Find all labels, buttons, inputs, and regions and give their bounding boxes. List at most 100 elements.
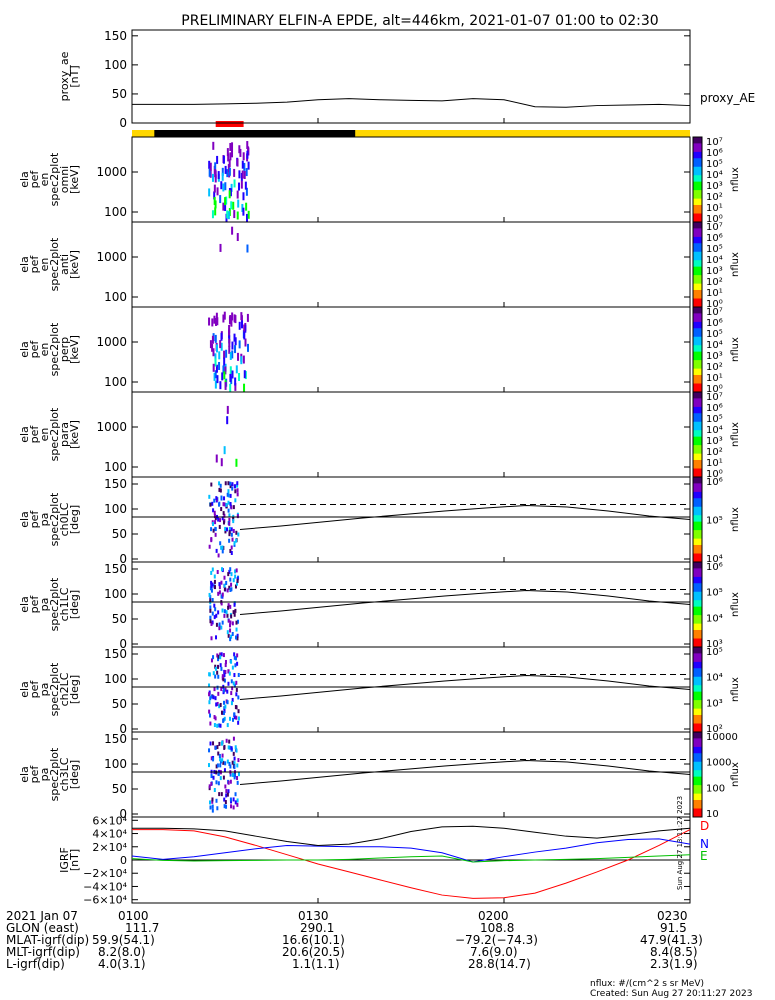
pa_ch3-colorbar-cell — [693, 791, 702, 795]
pa_ch3-spectro-pixel — [217, 751, 220, 756]
pa_ch2-colorbar-cell — [693, 719, 702, 722]
pa_ch1-colorbar-cell — [693, 574, 702, 578]
footer-val-glon-1: 290.1 — [300, 921, 335, 935]
spec_perp-colorbar-cell — [693, 307, 702, 310]
spec_perp-colorbar-cell — [693, 341, 702, 344]
spec_perp-colorbar-cell — [693, 366, 702, 370]
pa_ch3-spectro-pixel — [215, 780, 218, 785]
state-bar-black — [154, 130, 356, 137]
pa_ch0-colorbar-cell — [693, 538, 702, 542]
spec_omni-ytick-label-1: 1000 — [96, 165, 127, 179]
pa_ch3-spectro-pixel — [210, 774, 213, 779]
spec_anti-colorbar-cell — [693, 253, 702, 257]
pa_ch3-spectro-pixel — [229, 772, 232, 777]
pa_ch3-spectro-pixel — [230, 746, 233, 751]
pa_ch3-spectro-pixel — [229, 764, 232, 769]
spec_para-colorbar-cell — [693, 438, 702, 442]
pa_ch2-spectro-pixel — [236, 661, 239, 666]
spec_para-colorbar-label: nflux — [730, 422, 741, 447]
pa_ch0-colorbar-cell — [693, 555, 702, 559]
pa_ch1-spectro-pixel — [227, 618, 230, 623]
spec_omni-spectro-pixel — [229, 142, 232, 151]
pa_ch0-spectro-pixel — [227, 500, 230, 505]
pa_ch3-spectro-pixel — [209, 741, 212, 746]
pa_ch2-colorbar-cell — [693, 704, 702, 707]
spec_omni-spectro-pixel — [222, 202, 225, 211]
pa_ch0-spectro-pixel — [217, 553, 220, 558]
pa_ch2-ytick-label-0: 0 — [119, 722, 127, 736]
pa_ch3-spectro-pixel — [231, 772, 234, 777]
spec_para-colorbar-cell — [693, 415, 702, 418]
spec_omni-spectro-pixel — [228, 190, 231, 199]
pa_ch1-colorbar-label: nflux — [730, 592, 741, 617]
pa_ch0-spectro-pixel — [213, 498, 216, 503]
spec_omni-spectro-pixel — [227, 164, 230, 173]
pa_ch3-colorbar-cell — [693, 749, 702, 752]
pa_ch0-spectro-pixel — [228, 521, 231, 526]
spec_para-colorbar-cell — [693, 411, 702, 414]
footer-val-glon-3: 91.5 — [660, 921, 687, 935]
pa_ch0-spectro-pixel — [236, 514, 239, 519]
figure-title: PRELIMINARY ELFIN-A EPDE, alt=446km, 202… — [181, 13, 658, 29]
spec_para-colorbar-cell — [693, 457, 702, 461]
pa_ch3-colorbar-cell — [693, 736, 702, 739]
spec_perp-spectro-pixel — [213, 372, 216, 381]
spec_omni-spectro-pixel — [245, 187, 248, 196]
spec_perp-colorbar-cell — [693, 368, 702, 372]
spec_omni-spectro-pixel — [242, 207, 245, 216]
pa_ch1-spectro-pixel — [218, 626, 221, 631]
spec_omni-colorbar-tick-5: 10⁵ — [706, 159, 723, 170]
spec_omni-spectro-pixel — [214, 200, 217, 209]
pa_ch2-spectro-pixel — [237, 672, 240, 677]
pa_ch1-colorbar-cell — [693, 606, 702, 610]
spec_perp-colorbar-cell — [693, 311, 702, 314]
pa_ch2-spectro-pixel — [214, 664, 217, 669]
spec_omni-colorbar-cell — [693, 173, 702, 176]
pa_ch1-ylabel-4: ch1LC — [58, 587, 71, 621]
pa_ch2-spectro-pixel — [210, 694, 213, 699]
spec_para-colorbar-cell — [693, 453, 702, 457]
pa_ch3-spectro-pixel — [229, 779, 232, 784]
spec_omni-colorbar-cell — [693, 190, 702, 193]
pa_ch1-spectro-pixel — [231, 621, 234, 626]
pa_ch0-spectro-pixel — [230, 545, 233, 550]
pa_ch0-colorbar-cell — [693, 540, 702, 544]
spec_perp-colorbar-cell — [693, 309, 702, 312]
spec_omni-spectro-pixel — [214, 169, 217, 178]
pa_ch2-colorbar-cell — [693, 717, 702, 720]
pa_ch3-spectro-pixel — [221, 740, 224, 745]
pa_ch3-spectro-pixel — [225, 804, 228, 809]
spec_omni-spectro-pixel — [247, 161, 250, 170]
spec_para-colorbar-cell — [693, 436, 702, 440]
pa_ch1-spectro-pixel — [213, 603, 216, 608]
pa_ch3-spectro-pixel — [227, 789, 230, 794]
footer-val-glon-0: 111.7 — [125, 921, 160, 935]
pa_ch1-colorbar-cell — [693, 581, 702, 584]
spec_para-ylabel-3: spec2plot — [48, 407, 61, 461]
spec_perp-ytick-label-0: 100 — [104, 375, 127, 389]
pa_ch0-colorbar-cell — [693, 551, 702, 554]
pa_ch0-spectro-pixel — [221, 545, 224, 550]
spec_anti-colorbar-cell — [693, 230, 702, 234]
pa_ch3-ylabel-2: pa — [38, 768, 51, 782]
pa_ch0-ytick-label-0: 0 — [119, 552, 127, 566]
pa_ch2-colorbar-cell — [693, 700, 702, 703]
pa_ch1-colorbar-tick-1: 10⁴ — [706, 613, 723, 624]
pa_ch2-ylabel-0: ela — [18, 681, 31, 698]
spec_perp-spectro-pixel — [238, 321, 241, 330]
pa_ch3-spectro-pixel — [222, 775, 225, 780]
spec_perp-ytick-label-1: 1000 — [96, 335, 127, 349]
pa_ch0-ylabel-3: spec2plot — [48, 492, 61, 546]
igrf-legend-E: E — [700, 849, 708, 863]
spec_omni-spectro-pixel — [224, 203, 227, 212]
footer-time-0130: 0130 — [298, 909, 329, 923]
pa_ch2-spectro-pixel — [208, 692, 211, 697]
pa_ch0-spectro-pixel — [227, 489, 230, 494]
pa_ch2-spectro-pixel — [230, 679, 233, 684]
footer-val-mlat-3: 47.9(41.3) — [640, 933, 703, 947]
spec_omni-spectro-pixel — [247, 210, 250, 219]
pa_ch3-spectro-pixel — [233, 756, 236, 761]
pa_ch1-spectro-pixel — [220, 594, 223, 599]
spec_omni-spectro-pixel — [213, 191, 216, 200]
